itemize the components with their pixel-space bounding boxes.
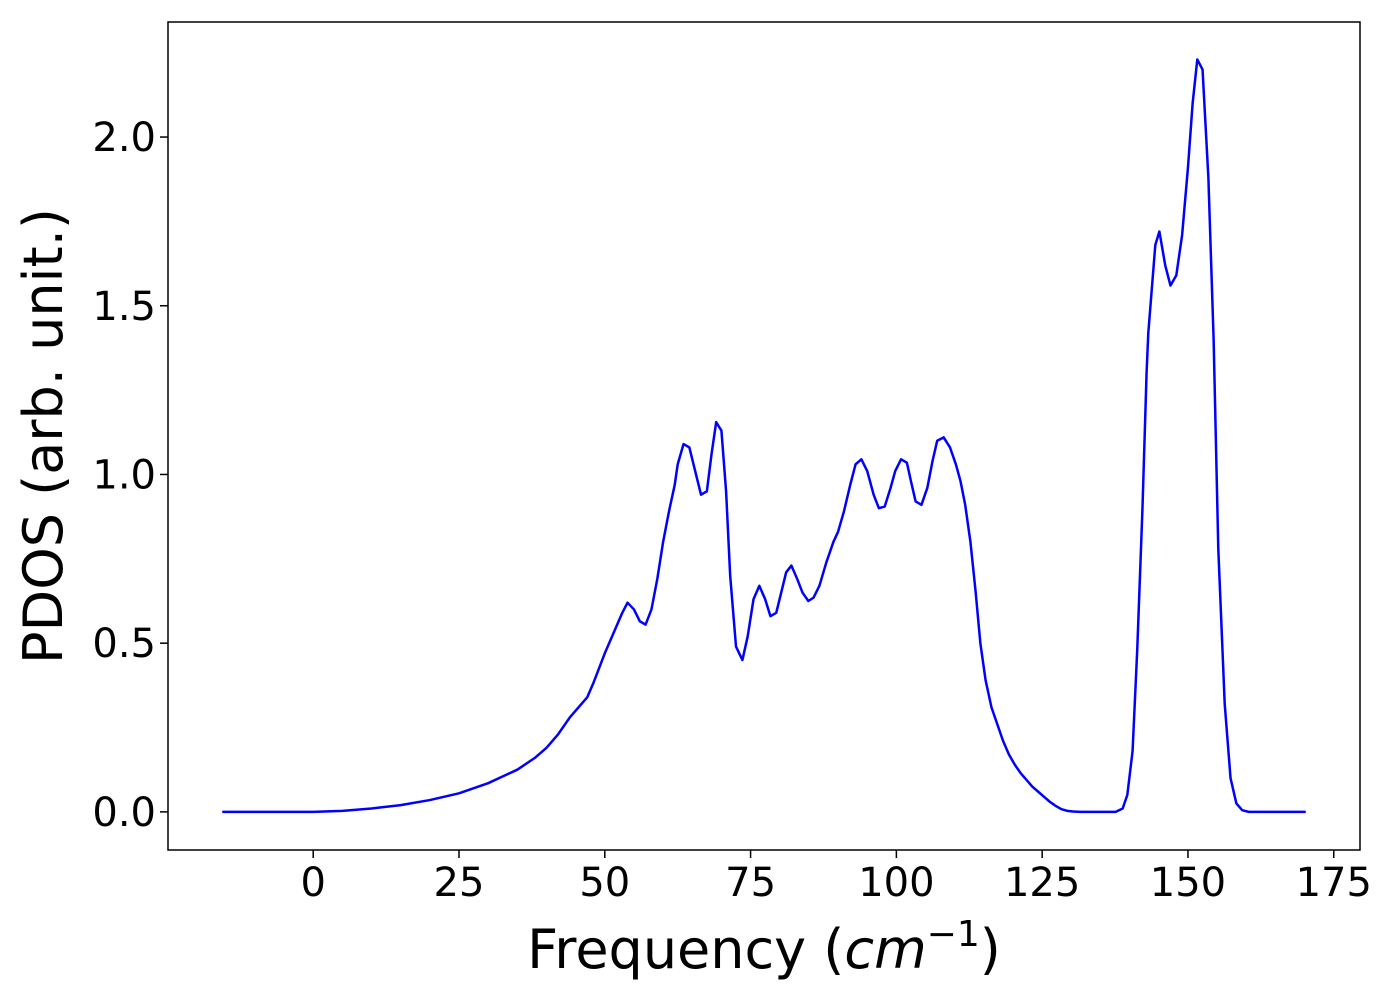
data-line xyxy=(222,58,1306,814)
x-tick-label: 100 xyxy=(858,860,934,906)
x-tick-label: 150 xyxy=(1150,860,1226,906)
x-label-text: Frequency ( xyxy=(527,918,844,981)
x-tick-label: 50 xyxy=(579,860,630,906)
y-tick-label: 0.0 xyxy=(92,790,156,836)
y-axis-label: PDOS (arb. unit.) xyxy=(12,208,75,664)
x-label-math: cm xyxy=(844,918,926,981)
y-tick-label: 1.0 xyxy=(92,452,156,498)
x-tick-label: 0 xyxy=(300,860,325,906)
x-label-close: ) xyxy=(980,918,1001,981)
plot-frame xyxy=(167,21,1361,851)
y-tick-label: 0.5 xyxy=(92,621,156,667)
x-tick-label: 125 xyxy=(1004,860,1080,906)
x-tick-label: 25 xyxy=(434,860,485,906)
x-label-sup: −1 xyxy=(927,914,980,955)
y-tick-label: 2.0 xyxy=(92,115,156,161)
x-tick-label: 175 xyxy=(1296,860,1372,906)
x-tick-label: 75 xyxy=(725,860,776,906)
x-axis-label: Frequency (cm−1) xyxy=(527,914,1001,981)
y-tick-label: 1.5 xyxy=(92,284,156,330)
